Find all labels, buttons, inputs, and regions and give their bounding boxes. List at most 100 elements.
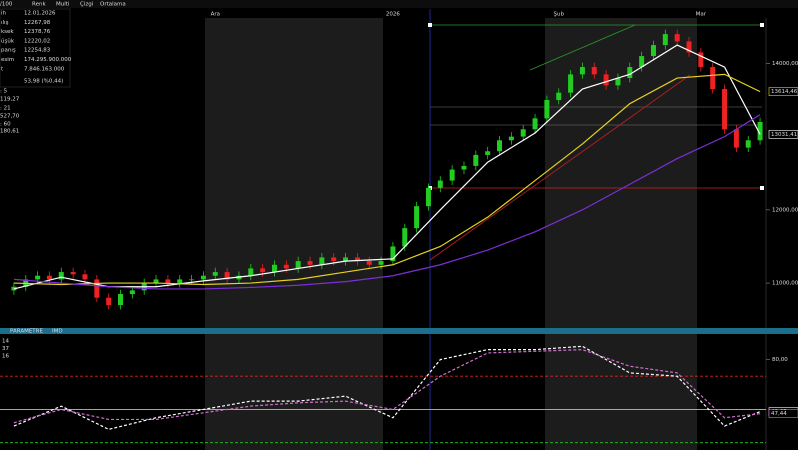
ma-label: : 60 (0, 122, 11, 128)
ma-label: : 5 (0, 89, 8, 95)
candle-body (390, 246, 396, 262)
param-label: 16 (2, 354, 9, 360)
candle-body (189, 279, 195, 281)
candle-body (615, 78, 621, 86)
candle-body (532, 118, 538, 130)
month-band (545, 18, 697, 328)
candle-body (378, 261, 384, 265)
symbol: /100 (0, 2, 13, 8)
candle-body (331, 257, 337, 262)
candle-body (366, 261, 372, 265)
month-band (545, 334, 697, 450)
candle-body (354, 257, 360, 262)
x-tick-label: Mar (696, 12, 707, 18)
candle-body (94, 279, 100, 298)
value-label: 13614,46 (771, 89, 798, 95)
y-tick-label: 14000,00 (772, 61, 798, 67)
candle-body (224, 272, 230, 280)
toolbar-button[interactable]: Ortalama (100, 2, 126, 8)
line (13, 73, 761, 286)
candle-body (425, 187, 431, 207)
plot-area: 11000,0012000,0014000,00KasAra2026ŞubMar… (0, 12, 798, 444)
candle-body (295, 261, 301, 269)
toolbar (0, 0, 798, 8)
candle-body (698, 52, 704, 68)
ma-value: 180,61 (0, 129, 19, 135)
candle-body (603, 74, 609, 86)
candle-body (497, 140, 503, 152)
line (13, 349, 761, 424)
value-label-box (768, 409, 798, 418)
info-value: 12220,02 (24, 38, 50, 44)
candle-body (650, 45, 656, 57)
info-label: ih (1, 11, 7, 17)
candle-body (46, 275, 52, 280)
x-tick-label: Ara (211, 12, 220, 18)
candle-body (35, 275, 41, 280)
candle-body (212, 272, 218, 276)
value-label: 47,44 (771, 411, 787, 417)
toolbar-button[interactable]: Multi (56, 2, 70, 8)
candle-body (710, 67, 716, 90)
handle[interactable] (760, 186, 764, 190)
candle-body (579, 67, 585, 75)
line (13, 345, 761, 431)
param-label: 14 (2, 339, 9, 345)
candle-body (248, 268, 254, 276)
candle-body (508, 136, 514, 141)
toolbar-button[interactable]: Çizgi (80, 2, 94, 8)
info-panel (0, 8, 71, 88)
value-label-box (768, 130, 798, 139)
candle-body (70, 272, 76, 275)
handle[interactable] (760, 23, 764, 27)
candle-body (461, 165, 467, 170)
info-label: esim (1, 57, 14, 63)
candle-body (319, 257, 325, 265)
trend-line (529, 24, 636, 71)
candle-body (343, 257, 349, 262)
y-tick-label: 12000,00 (772, 207, 798, 213)
info-value: 7.846.163.000 (24, 66, 65, 72)
candle-body (544, 100, 550, 119)
candle-body (627, 67, 633, 79)
info-label: panış (1, 48, 16, 54)
candle-body (757, 121, 763, 141)
candle-body (283, 264, 289, 269)
info-label: ksek (1, 29, 14, 35)
handle[interactable] (428, 23, 432, 27)
candle-body (520, 129, 526, 137)
info-label: ılış (1, 20, 9, 26)
month-band (205, 18, 383, 328)
x-tick-label: Şub (554, 12, 565, 18)
candle-body (165, 279, 171, 284)
value-label: 13031,41 (771, 132, 797, 138)
candle-body (153, 279, 159, 284)
candle-body (556, 92, 562, 101)
panel-title: PARAMETRE (10, 329, 43, 335)
line (13, 114, 761, 290)
candle-body (402, 228, 408, 247)
candle-body (591, 67, 597, 75)
y-tick-label: 80,00 (772, 357, 788, 363)
toolbar-button[interactable]: Renk (32, 2, 46, 8)
ma-value: 119,27 (0, 97, 20, 103)
candle-body (686, 41, 692, 53)
candle-body (745, 140, 751, 148)
candle-body (437, 180, 443, 188)
month-band (205, 334, 383, 450)
candle-body (674, 34, 680, 42)
candle-body (568, 74, 574, 93)
ma-label: : 21 (0, 106, 11, 112)
info-value: 12378,76 (24, 29, 51, 35)
info-change: 53,98 (%0,44) (24, 79, 63, 85)
panel-header (0, 328, 798, 334)
candle-body (722, 89, 728, 130)
info-value: 12254,83 (24, 48, 51, 54)
candle-body (639, 56, 645, 68)
candle-body (473, 154, 479, 166)
candle-body (662, 34, 668, 46)
y-tick-label: 11000,00 (772, 281, 798, 287)
trend-line (429, 74, 691, 261)
panel-subtitle: IMD (52, 329, 63, 335)
